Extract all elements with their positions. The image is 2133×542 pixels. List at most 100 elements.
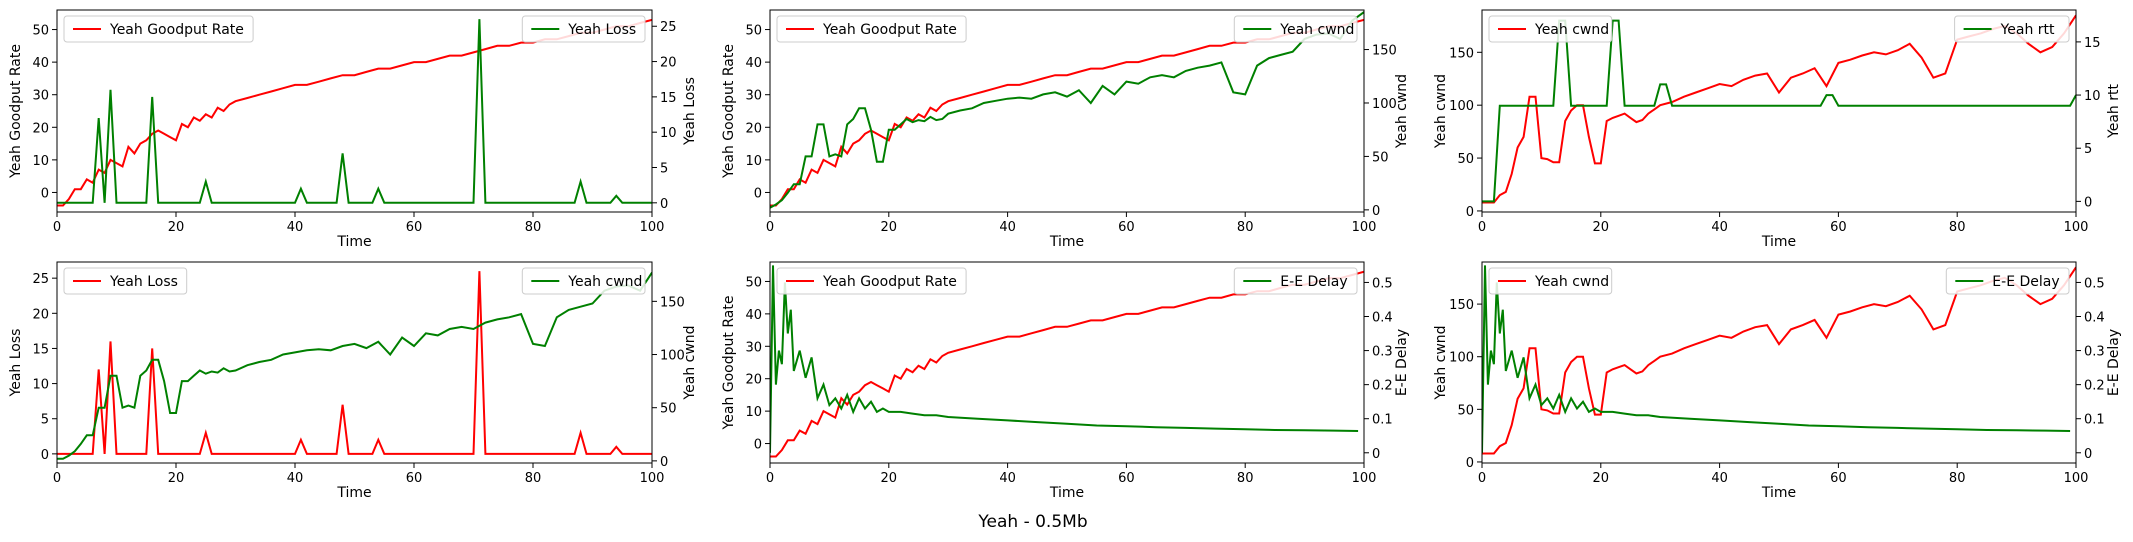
right-y-axis-label: Yeah Loss	[682, 77, 698, 146]
legend-box	[776, 267, 967, 295]
legend-box	[63, 15, 254, 43]
x-tick-label: 80	[1237, 220, 1254, 235]
x-tick-label: 60	[406, 220, 423, 235]
legend-label: Yeah Goodput Rate	[109, 22, 244, 38]
x-tick-label: 20	[1593, 220, 1610, 235]
left-y-tick-label: 0	[1466, 205, 1474, 220]
legend-left: Yeah Goodput Rate	[776, 267, 967, 295]
right-y-tick-label: 0.1	[2084, 413, 2105, 428]
legend-right: E-E Delay	[1233, 267, 1358, 295]
left-y-tick-label: 20	[32, 307, 49, 322]
legend-box	[521, 15, 646, 43]
left-y-tick-label: 15	[32, 342, 49, 357]
x-tick-label: 100	[640, 220, 665, 235]
left-y-tick-label: 40	[32, 56, 49, 71]
x-tick-label: 0	[53, 220, 61, 235]
x-axis-label: Time	[336, 234, 371, 250]
plot-frame	[1481, 261, 2077, 464]
legend-box	[776, 15, 967, 43]
right-y-tick-label: 0.3	[1372, 345, 1393, 360]
x-tick-label: 40	[1711, 220, 1728, 235]
chart-panel-4: 0 20 40 60 80 100 Time 0 5 10 15 20 25 Yeah Loss 0 50 10…	[8, 261, 698, 501]
series-line-yeah-goodput-rate	[57, 18, 652, 207]
legend-label: Yeah cwnd	[1279, 22, 1354, 38]
legend-left: Yeah Goodput Rate	[63, 15, 254, 43]
plot-frame	[769, 9, 1365, 213]
x-tick-label: 100	[640, 471, 665, 486]
legend-left: Yeah Loss	[63, 267, 188, 295]
right-y-axis-label: Yeah cwnd	[1394, 74, 1410, 149]
left-y-axis-label: Yeah Goodput Rate	[721, 44, 737, 179]
left-y-tick-label: 50	[745, 275, 762, 290]
left-y-tick-label: 25	[32, 272, 49, 287]
left-y-tick-label: 50	[32, 24, 49, 39]
left-y-tick-label: 150	[1449, 46, 1474, 61]
right-y-tick-label: 100	[660, 349, 685, 364]
legend-right: Yeah cwnd	[1233, 15, 1358, 43]
left-y-tick-label: 150	[1449, 298, 1474, 313]
x-tick-label: 20	[1593, 471, 1610, 486]
plot-frame	[56, 261, 653, 464]
x-tick-label: 0	[766, 220, 774, 235]
left-y-tick-label: 30	[745, 340, 762, 355]
x-tick-label: 40	[999, 220, 1016, 235]
x-tick-label: 80	[525, 220, 542, 235]
x-tick-label: 80	[1237, 471, 1254, 486]
right-y-tick-label: 10	[2084, 89, 2101, 104]
legend-box	[1945, 267, 2070, 295]
chart-panel-2: 0 20 40 60 80 100 Time 0 10 20 30 40 50 Yeah Goodput …	[721, 9, 1410, 250]
left-y-tick-label: 0	[41, 448, 49, 463]
left-y-axis-label: Yeah cwnd	[1433, 325, 1449, 400]
right-y-tick-label: 5	[660, 162, 668, 177]
right-y-tick-label: 0	[660, 197, 668, 212]
x-tick-label: 0	[53, 471, 61, 486]
right-y-tick-label: 0.1	[1372, 413, 1393, 428]
series-line-yeah-loss	[57, 271, 652, 455]
left-y-tick-label: 0	[41, 186, 49, 201]
chart-panel-5: 0 20 40 60 80 100 Time 0 10 20 30 40 50 Yeah Goodput …	[721, 261, 1410, 501]
right-y-tick-label: 100	[1372, 97, 1397, 112]
left-y-tick-label: 20	[745, 121, 762, 136]
left-y-tick-label: 5	[41, 413, 49, 428]
right-y-tick-label: 0.4	[1372, 311, 1393, 326]
legend-right: Yeah rtt	[1954, 15, 2070, 43]
x-axis-label: Time	[1761, 234, 1796, 250]
legend-left: Yeah cwnd	[1488, 267, 1613, 295]
left-y-axis-label: Yeah cwnd	[1433, 74, 1449, 149]
right-y-tick-label: 20	[660, 56, 677, 71]
left-y-tick-label: 10	[745, 154, 762, 169]
right-y-tick-label: 150	[1372, 44, 1397, 59]
x-tick-label: 20	[881, 471, 898, 486]
legend-label: Yeah Loss	[109, 274, 178, 290]
right-y-axis-label: Yeah rtt	[2106, 84, 2122, 139]
legend-label: E-E Delay	[1992, 274, 2059, 290]
right-y-tick-label: 0	[2084, 447, 2092, 462]
plot-frame	[1481, 9, 2077, 213]
left-y-axis-label: Yeah Loss	[8, 329, 24, 398]
left-y-axis-label: Yeah Goodput Rate	[8, 44, 24, 179]
legend-label: E-E Delay	[1280, 274, 1347, 290]
legend-label: Yeah Loss	[567, 22, 636, 38]
plot-frame	[56, 9, 653, 213]
legend-right: Yeah Loss	[521, 15, 646, 43]
x-tick-label: 80	[525, 471, 542, 486]
x-tick-label: 80	[1949, 220, 1966, 235]
left-y-tick-label: 40	[745, 56, 762, 71]
x-tick-label: 40	[287, 471, 304, 486]
x-axis-label: Time	[1761, 485, 1796, 501]
x-tick-label: 100	[2064, 220, 2089, 235]
figure-suptitle: Yeah - 0.5Mb	[977, 512, 1087, 532]
right-y-tick-label: 0.3	[2084, 345, 2105, 360]
x-axis-label: Time	[1049, 485, 1084, 501]
x-tick-label: 100	[1352, 220, 1377, 235]
right-y-axis-label: E-E Delay	[1394, 329, 1410, 396]
right-y-tick-label: 15	[660, 91, 677, 106]
series-line-yeah-rtt	[1482, 19, 2076, 203]
x-tick-label: 100	[1352, 471, 1377, 486]
x-tick-label: 40	[999, 471, 1016, 486]
series-line-yeah-cwnd	[1482, 14, 2076, 204]
left-y-tick-label: 10	[32, 154, 49, 169]
left-y-tick-label: 100	[1449, 99, 1474, 114]
right-y-tick-label: 15	[2084, 36, 2101, 51]
